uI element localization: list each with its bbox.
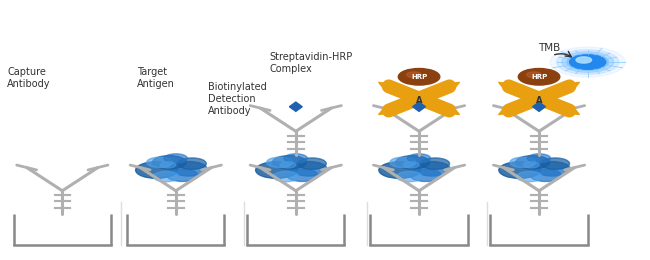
Text: A: A — [416, 96, 422, 105]
Text: Streptavidin-HRP
Complex: Streptavidin-HRP Complex — [270, 52, 353, 74]
Circle shape — [396, 155, 430, 169]
Circle shape — [518, 68, 560, 85]
Text: TMB: TMB — [538, 43, 560, 53]
Circle shape — [171, 161, 207, 176]
Polygon shape — [499, 82, 514, 88]
Circle shape — [164, 154, 187, 163]
Circle shape — [379, 162, 421, 178]
Circle shape — [298, 158, 326, 169]
Circle shape — [266, 157, 292, 167]
Circle shape — [408, 154, 431, 163]
Text: Capture
Antibody: Capture Antibody — [7, 68, 51, 89]
Polygon shape — [413, 102, 426, 111]
Circle shape — [567, 54, 608, 70]
Text: HRP: HRP — [531, 74, 547, 80]
Circle shape — [291, 161, 327, 176]
Circle shape — [153, 155, 186, 169]
Circle shape — [390, 157, 416, 167]
Circle shape — [396, 171, 422, 182]
Circle shape — [516, 171, 542, 182]
Circle shape — [177, 158, 206, 169]
Circle shape — [499, 162, 540, 178]
Circle shape — [255, 162, 297, 178]
Circle shape — [398, 68, 440, 85]
Circle shape — [284, 154, 307, 163]
Polygon shape — [445, 108, 460, 115]
Circle shape — [576, 57, 592, 63]
Text: Biotinylated
Detection
Antibody: Biotinylated Detection Antibody — [208, 82, 267, 115]
Circle shape — [147, 157, 173, 167]
Circle shape — [167, 169, 198, 181]
Circle shape — [510, 157, 536, 167]
Polygon shape — [378, 108, 394, 115]
Circle shape — [527, 154, 551, 163]
Circle shape — [414, 161, 450, 176]
Circle shape — [421, 158, 450, 169]
Circle shape — [272, 155, 306, 169]
Circle shape — [280, 162, 296, 168]
Circle shape — [562, 52, 614, 72]
Polygon shape — [445, 82, 460, 88]
Polygon shape — [564, 82, 580, 88]
Text: HRP: HRP — [411, 74, 427, 80]
Circle shape — [273, 171, 299, 182]
Circle shape — [550, 47, 625, 77]
Polygon shape — [289, 102, 302, 111]
Circle shape — [153, 171, 179, 182]
Polygon shape — [532, 102, 545, 111]
Circle shape — [136, 162, 177, 178]
Circle shape — [541, 158, 569, 169]
Polygon shape — [499, 108, 514, 115]
Text: A: A — [536, 96, 542, 105]
Circle shape — [515, 155, 549, 169]
Circle shape — [161, 162, 176, 168]
Polygon shape — [378, 82, 394, 88]
Circle shape — [404, 162, 419, 168]
Text: Target
Antigen: Target Antigen — [137, 68, 175, 89]
Circle shape — [526, 72, 541, 77]
Circle shape — [287, 169, 318, 181]
Circle shape — [523, 162, 539, 168]
Circle shape — [410, 169, 441, 181]
Circle shape — [569, 55, 606, 69]
Circle shape — [530, 169, 561, 181]
Circle shape — [556, 50, 619, 74]
Circle shape — [407, 72, 421, 77]
Polygon shape — [564, 108, 580, 115]
Circle shape — [534, 161, 570, 176]
